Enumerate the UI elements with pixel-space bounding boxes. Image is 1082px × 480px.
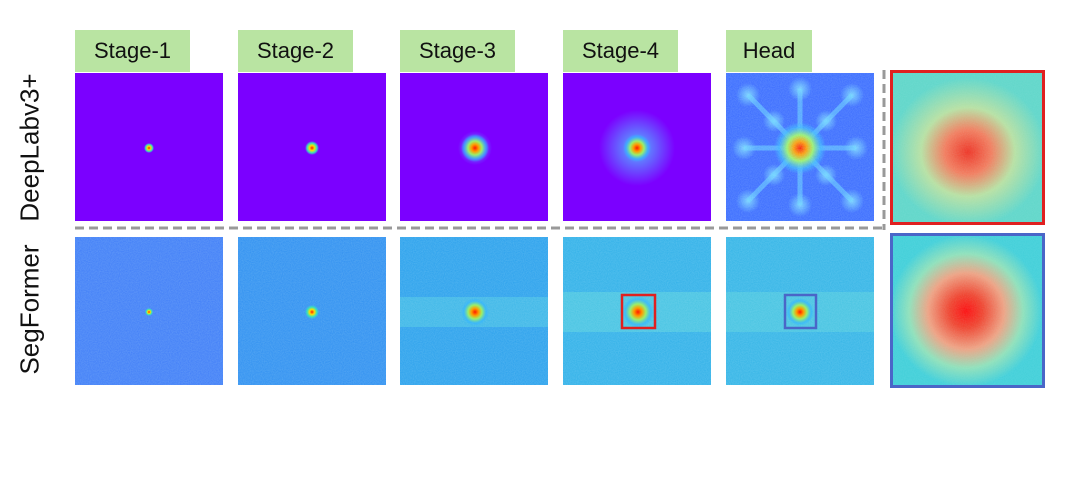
deeplab-head-map: [726, 73, 874, 221]
column-label-stage-3: Stage-3: [400, 30, 515, 72]
segformer-stage-3-map: [400, 237, 548, 385]
column-label-stage-4: Stage-4: [563, 30, 678, 72]
segformer-head-map: [726, 237, 874, 385]
column-label-stage-1: Stage-1: [75, 30, 190, 72]
deeplab-stage-3-map: [400, 73, 548, 221]
segformer-stage-4-map: [563, 237, 711, 385]
column-label-head: Head: [726, 30, 812, 72]
deeplab-zoom-inset: [890, 70, 1045, 225]
column-label-stage-2: Stage-2: [238, 30, 353, 72]
deeplab-stage-1-map: [75, 73, 223, 221]
segformer-zoom-inset: [890, 233, 1045, 388]
zoom-box-red: [620, 293, 657, 330]
column-divider: [882, 70, 886, 230]
row-divider: [75, 226, 885, 230]
zoom-box-blue: [783, 293, 818, 330]
deeplab-stage-4-map: [563, 73, 711, 221]
segformer-stage-1-map: [75, 237, 223, 385]
segformer-stage-2-map: [238, 237, 386, 385]
deeplab-stage-2-map: [238, 73, 386, 221]
row-label-segformer: SegFormer: [14, 244, 45, 375]
